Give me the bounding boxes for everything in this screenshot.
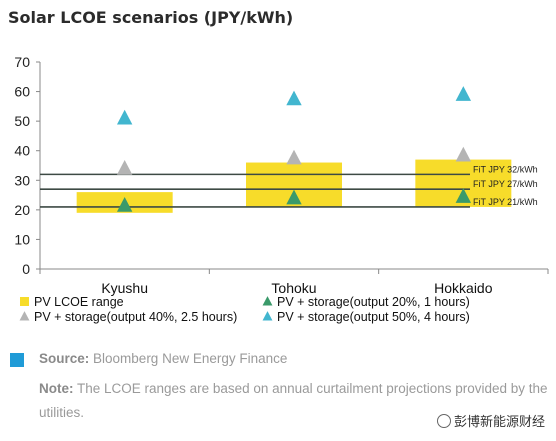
source-marker-square (10, 353, 24, 367)
note-line: Note: The LCOE ranges are based on annua… (39, 377, 549, 425)
marker-series-3-kyushu (116, 109, 133, 125)
y-tick-label: 60 (14, 84, 30, 100)
marker-series-1-kyushu (116, 197, 133, 212)
legend-swatch-triangle (19, 311, 30, 321)
y-tick-label: 30 (14, 172, 30, 188)
wechat-icon (436, 414, 451, 428)
marker-series-2-hokkaido (455, 146, 472, 162)
y-tick-label: 70 (14, 54, 30, 70)
y-tick-label: 20 (14, 202, 30, 218)
fit-reference-label: FiT JPY 21/kWh (473, 197, 538, 207)
marker-series-1-hokkaido (455, 188, 472, 203)
watermark: 彭博新能源财经 (433, 410, 548, 431)
y-tick-label: 0 (22, 261, 30, 277)
source-label: Source: (39, 351, 90, 366)
source-line: Source: Bloomberg New Energy Finance (39, 351, 287, 366)
watermark-text: 彭博新能源财经 (453, 415, 545, 430)
legend-label: PV + storage(output 50%, 4 hours) (277, 310, 470, 324)
note-label: Note: (39, 381, 74, 396)
marker-series-2-kyushu (116, 160, 133, 175)
fit-reference-label: FiT JPY 32/kWh (473, 164, 538, 174)
legend-label: PV LCOE range (34, 295, 124, 309)
y-tick-label: 10 (14, 231, 30, 247)
lcoe-chart: 0 10 20 30 40 50 60 70 FiT JPY 32/kWh FiT JPY 27/… (14, 54, 549, 324)
x-category-label: Tohoku (271, 280, 316, 296)
note-text: The LCOE ranges are based on annual curt… (39, 381, 548, 420)
y-tick-label: 50 (14, 113, 30, 129)
legend-swatch-triangle (262, 311, 273, 321)
fit-reference-label: FiT JPY 27/kWh (473, 179, 538, 189)
legend-swatch-triangle (262, 296, 273, 306)
x-category-label: Kyushu (101, 280, 148, 296)
legend-swatch-square (20, 297, 29, 306)
marker-series-3-tohoku (286, 90, 302, 106)
chart-title: Solar LCOE scenarios (JPY/kWh) (8, 8, 294, 27)
marker-series-3-hokkaido (455, 86, 472, 101)
x-category-label: Hokkaido (434, 280, 493, 296)
legend-label: PV + storage(output 20%, 1 hours) (277, 295, 470, 309)
source-text: Bloomberg New Energy Finance (93, 351, 288, 366)
y-tick-label: 40 (14, 143, 30, 159)
legend-label: PV + storage(output 40%, 2.5 hours) (34, 310, 237, 324)
marker-series-1-tohoku (286, 189, 302, 205)
marker-series-2-tohoku (286, 149, 302, 165)
